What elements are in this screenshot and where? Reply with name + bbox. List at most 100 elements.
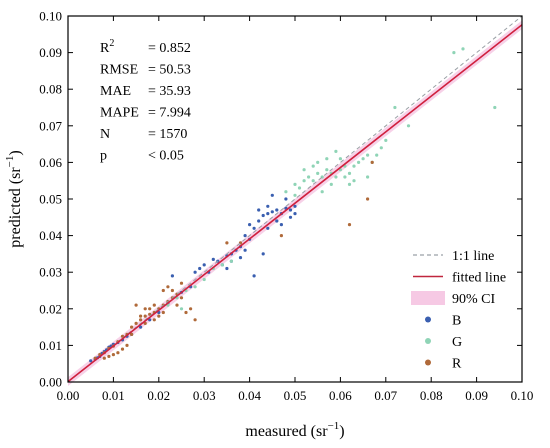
point-G-31 (325, 157, 329, 161)
point-G-43 (461, 47, 465, 51)
point-G-18 (325, 168, 329, 172)
x-tick-label: 0.06 (329, 388, 352, 403)
point-R-48 (152, 303, 156, 307)
point-B-38 (270, 210, 274, 214)
x-tick-label: 0.03 (193, 388, 216, 403)
x-axis-label-close: ) (339, 423, 344, 440)
x-tick-label: 0.00 (57, 388, 80, 403)
point-B-56 (243, 234, 247, 238)
point-R-8 (130, 325, 134, 329)
point-B-21 (193, 270, 197, 274)
legend: 1:1 line fitted line 90% CI BGR (411, 249, 506, 372)
stats-block: R2 = 0.852 RMSE = 50.53 MAE = 35.93 MAPE = 7.99… (100, 38, 191, 164)
legend-swatch-dot (425, 316, 431, 323)
point-G-5 (193, 285, 197, 289)
legend-label: B (452, 314, 461, 329)
point-B-58 (288, 215, 293, 219)
point-G-24 (352, 164, 356, 168)
point-B-36 (261, 213, 265, 218)
point-B-25 (211, 257, 215, 261)
point-R-34 (125, 343, 129, 347)
stat-value: = 35.93 (148, 84, 191, 99)
stat-label: R2 (100, 38, 114, 56)
point-B-46 (261, 252, 265, 256)
y-tick-label: 0.09 (39, 45, 62, 60)
point-G-8 (220, 263, 224, 267)
point-R-32 (134, 303, 138, 307)
point-G-12 (297, 186, 302, 190)
y-tick-label: 0.10 (39, 9, 62, 24)
x-tick-label: 0.04 (238, 388, 261, 403)
point-G-10 (284, 190, 288, 194)
point-R-25 (161, 310, 165, 315)
point-G-42 (452, 51, 456, 55)
point-G-33 (343, 175, 347, 179)
point-R-47 (161, 288, 165, 293)
y-axis-label-close: ) (7, 150, 24, 155)
x-tick-label: 0.08 (420, 388, 443, 403)
point-B-57 (266, 204, 270, 208)
point-B-42 (288, 208, 293, 212)
x-tick-label: 0.02 (147, 388, 170, 403)
legend-label: R (452, 357, 462, 372)
point-G-46 (366, 175, 370, 179)
point-G-48 (338, 157, 342, 161)
point-R-30 (189, 307, 193, 311)
point-R-29 (184, 310, 188, 315)
legend-swatch-band (411, 291, 445, 305)
point-G-29 (375, 153, 379, 157)
point-G-9 (229, 259, 233, 263)
legend-label: fitted line (452, 271, 506, 286)
point-B-34 (252, 226, 256, 230)
legend-swatch-dot (425, 338, 431, 344)
point-R-10 (139, 318, 143, 322)
y-tick-label: 0.03 (39, 265, 62, 280)
stat-value: = 1570 (148, 127, 187, 142)
point-B-59 (293, 212, 297, 216)
legend-swatch-dot (425, 359, 431, 366)
point-R-27 (170, 288, 174, 293)
point-G-37 (311, 164, 315, 168)
point-G-11 (293, 182, 297, 186)
point-B-54 (257, 208, 261, 212)
point-R-19 (179, 296, 184, 300)
point-B-0 (89, 359, 93, 363)
point-G-38 (302, 168, 306, 172)
point-R-33 (130, 332, 134, 336)
point-R-39 (102, 356, 106, 360)
point-R-26 (166, 285, 170, 289)
point-R-24 (157, 314, 161, 318)
axes-layer: 0.00 0.01 0.02 0.03 0.04 0.05 0.06 0.07 0.08 0.09… (39, 9, 533, 404)
point-G-34 (352, 179, 356, 183)
y-tick-label: 0.04 (39, 228, 62, 243)
legend-label: 1:1 line (452, 249, 494, 264)
point-G-47 (347, 182, 352, 186)
x-axis-label-exponent: −1 (328, 420, 340, 432)
point-R-20 (139, 314, 143, 318)
stat-label: MAE (100, 84, 131, 99)
y-tick-label: 0.00 (39, 375, 62, 390)
x-tick-label: 0.01 (102, 388, 125, 403)
point-G-30 (316, 160, 320, 164)
point-R-46 (179, 281, 184, 285)
point-B-31 (238, 256, 243, 260)
point-B-14 (139, 325, 143, 329)
point-G-39 (293, 193, 297, 197)
point-B-35 (257, 219, 261, 223)
point-R-42 (279, 234, 283, 238)
y-tick-label: 0.01 (39, 338, 62, 353)
point-B-23 (202, 263, 206, 267)
point-G-32 (334, 149, 338, 153)
point-G-26 (361, 157, 365, 161)
stat-label: N (100, 127, 110, 142)
point-R-35 (120, 347, 125, 351)
point-B-48 (270, 193, 274, 197)
reference-lines-layer (67, 15, 523, 383)
point-B-37 (266, 212, 270, 216)
x-tick-label: 0.09 (465, 388, 488, 403)
point-R-40 (225, 241, 229, 245)
point-B-44 (266, 226, 270, 230)
point-G-40 (393, 105, 397, 110)
stat-label: p (100, 149, 107, 164)
stat-label: MAPE (100, 106, 139, 121)
